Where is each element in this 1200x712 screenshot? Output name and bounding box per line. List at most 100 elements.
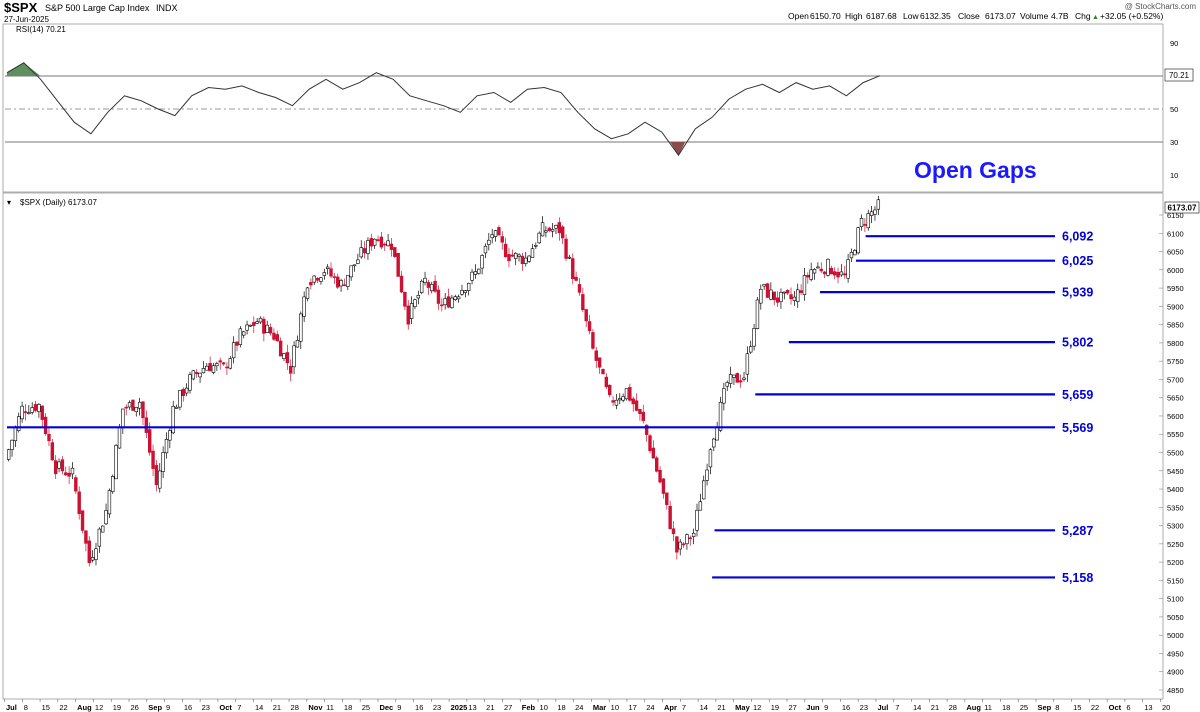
x-tick-label: 16 (415, 703, 423, 712)
price-tick-label: 5450 (1167, 467, 1184, 476)
candle-body (302, 296, 306, 317)
candle-body (819, 268, 823, 272)
candle-body (137, 401, 142, 409)
candle-body (456, 296, 461, 300)
x-tick-label: 8 (1055, 703, 1059, 712)
candle-body (440, 304, 444, 307)
candle-body (742, 377, 746, 380)
price-tick-label: 5600 (1167, 412, 1184, 421)
candle-body (665, 492, 669, 505)
candle-body (238, 328, 243, 346)
candle-body (403, 291, 407, 307)
candle-body (524, 257, 528, 264)
x-tick-label: 15 (42, 703, 50, 712)
candle-body (100, 525, 105, 533)
price-tick-label: 4850 (1167, 686, 1184, 695)
candle-body (550, 229, 555, 232)
candle-body (141, 401, 145, 419)
candle-body (225, 366, 229, 369)
candle-body (631, 398, 635, 405)
candle-body (369, 238, 374, 247)
candle-body (527, 255, 531, 262)
candle-body (265, 324, 269, 333)
candle-body (587, 321, 592, 332)
candle-body (416, 295, 421, 299)
candle-body (111, 476, 115, 492)
gap-label: 5,569 (1062, 421, 1093, 435)
candle-body (463, 290, 468, 293)
price-panel-label: $SPX (Daily) 6173.07 (20, 198, 97, 207)
candle-body (477, 268, 481, 274)
x-tick-label: 18 (1002, 703, 1010, 712)
candle-body (272, 332, 276, 340)
high-label: High (845, 11, 863, 21)
close-label: Close (958, 11, 980, 21)
candle-body (191, 370, 196, 380)
candle-body (282, 353, 286, 359)
x-tick-label: 7 (237, 703, 241, 712)
price-tick-label: 5400 (1167, 485, 1184, 494)
x-tick-label: May (735, 703, 750, 712)
candle-body (292, 345, 296, 368)
candle-body (235, 341, 239, 346)
x-tick-label: 21 (717, 703, 725, 712)
candle-body (557, 222, 562, 234)
candle-body (493, 230, 498, 237)
candle-body (319, 277, 323, 282)
candle-body (114, 445, 118, 480)
candle-body (158, 470, 162, 489)
candle-body (90, 557, 95, 561)
candle-body (228, 358, 232, 369)
candle-body (231, 342, 236, 359)
candle-body (37, 404, 41, 412)
x-tick-label: 18 (557, 703, 565, 712)
candle-body (107, 490, 112, 515)
candle-body (738, 380, 743, 383)
x-tick-label: Mar (593, 703, 606, 712)
rsi-tick-label: 10 (1170, 171, 1178, 180)
candle-body (383, 243, 387, 246)
candle-body (67, 472, 71, 477)
candle-body (248, 324, 253, 327)
candle-body (430, 284, 434, 292)
candle-body (584, 309, 588, 322)
candle-body (503, 243, 508, 258)
candle-body (638, 408, 642, 414)
x-tick-label: 27 (789, 703, 797, 712)
candle-body (822, 271, 827, 275)
candle-body (513, 252, 518, 259)
volume-value: 4.7B (1051, 11, 1069, 21)
candle-body (97, 528, 102, 547)
candle-body (443, 298, 447, 306)
x-tick-label: 12 (753, 703, 761, 712)
x-tick-label: 21 (273, 703, 281, 712)
candle-body (470, 271, 474, 281)
candle-body (393, 247, 397, 257)
x-tick-label: 10 (611, 703, 619, 712)
candle-body (507, 254, 511, 262)
candle-body (799, 290, 803, 293)
candle-body (446, 296, 451, 308)
candle-body (806, 274, 810, 278)
price-tick-label: 6050 (1167, 248, 1184, 257)
x-tick-label: 28 (291, 703, 299, 712)
x-tick-label: 23 (860, 703, 868, 712)
x-tick-label: 14 (255, 703, 263, 712)
candle-body (181, 388, 185, 397)
gap-label: 6,025 (1062, 254, 1093, 268)
candle-body (195, 372, 199, 375)
price-tick-label: 5750 (1167, 357, 1184, 366)
candle-body (131, 399, 135, 411)
x-tick-label: 25 (1020, 703, 1028, 712)
candle-body (6, 449, 11, 460)
candle-body (352, 264, 357, 267)
candle-body (473, 271, 478, 275)
x-tick-label: Sep (148, 703, 162, 712)
candle-body (255, 321, 259, 324)
candle-body (661, 478, 666, 494)
candle-body (77, 491, 81, 514)
candle-body (624, 388, 629, 400)
price-tick-label: 5200 (1167, 558, 1184, 567)
x-tick-label: 14 (700, 703, 708, 712)
x-tick-label: 23 (202, 703, 210, 712)
